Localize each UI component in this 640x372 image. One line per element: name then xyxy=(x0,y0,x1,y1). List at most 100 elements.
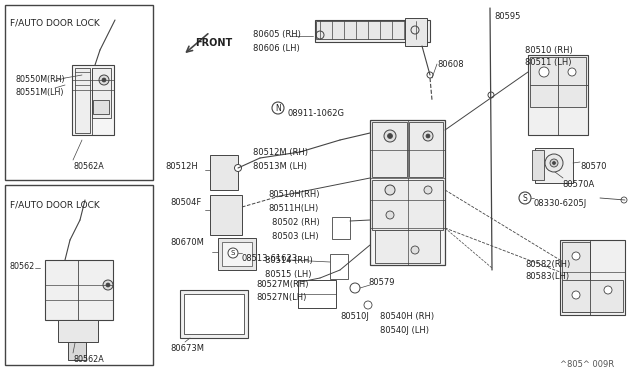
Circle shape xyxy=(424,186,432,194)
Bar xyxy=(45,260,113,320)
Circle shape xyxy=(427,72,433,78)
Bar xyxy=(375,230,440,263)
Bar xyxy=(180,290,248,338)
Text: 80551M(LH): 80551M(LH) xyxy=(15,88,63,97)
Circle shape xyxy=(572,291,580,299)
Circle shape xyxy=(364,301,372,309)
Bar xyxy=(5,5,153,180)
Text: 08513-61623: 08513-61623 xyxy=(242,254,298,263)
Circle shape xyxy=(384,130,396,142)
Text: 80562A: 80562A xyxy=(73,162,104,171)
Bar xyxy=(562,242,590,312)
Circle shape xyxy=(385,185,395,195)
Bar xyxy=(184,294,244,334)
Text: 80510J: 80510J xyxy=(340,312,369,321)
Circle shape xyxy=(411,246,419,254)
Text: S: S xyxy=(231,250,235,256)
Text: 80540H (RH): 80540H (RH) xyxy=(380,312,434,321)
Text: 80570A: 80570A xyxy=(562,180,595,189)
Text: 80673M: 80673M xyxy=(170,344,204,353)
Text: 80510 (RH): 80510 (RH) xyxy=(525,46,573,55)
Text: 80583(LH): 80583(LH) xyxy=(525,272,569,281)
Text: 80513M (LH): 80513M (LH) xyxy=(253,162,307,171)
Text: 80514 (RH): 80514 (RH) xyxy=(265,256,313,265)
Circle shape xyxy=(539,67,549,77)
Circle shape xyxy=(552,161,556,164)
Circle shape xyxy=(423,131,433,141)
Circle shape xyxy=(621,197,627,203)
Circle shape xyxy=(550,159,558,167)
Text: 80550M(RH): 80550M(RH) xyxy=(15,75,65,84)
Text: N: N xyxy=(275,103,281,112)
Bar xyxy=(92,68,111,118)
Bar xyxy=(370,120,445,265)
Text: 80670M: 80670M xyxy=(170,238,204,247)
Circle shape xyxy=(102,78,106,82)
Text: 80562: 80562 xyxy=(10,262,35,271)
Circle shape xyxy=(234,164,241,171)
Circle shape xyxy=(106,283,110,287)
Circle shape xyxy=(545,154,563,172)
Bar xyxy=(218,238,256,270)
Text: 08911-1062G: 08911-1062G xyxy=(287,109,344,118)
Circle shape xyxy=(519,192,531,204)
Bar xyxy=(93,100,109,114)
Bar xyxy=(75,68,90,133)
Bar xyxy=(68,342,86,360)
Circle shape xyxy=(426,134,430,138)
Text: F/AUTO DOOR LOCK: F/AUTO DOOR LOCK xyxy=(10,200,100,209)
Text: ^805^ 009R: ^805^ 009R xyxy=(560,360,614,369)
Circle shape xyxy=(387,134,392,138)
Text: 80582(RH): 80582(RH) xyxy=(525,260,570,269)
Bar xyxy=(58,320,98,342)
Circle shape xyxy=(103,280,113,290)
Bar xyxy=(330,254,348,279)
Text: 80570: 80570 xyxy=(580,162,607,171)
Text: 80512H: 80512H xyxy=(165,162,198,171)
Text: 80511 (LH): 80511 (LH) xyxy=(525,58,572,67)
Text: 80562A: 80562A xyxy=(73,355,104,364)
Bar xyxy=(298,280,336,308)
Bar xyxy=(409,122,443,177)
Bar xyxy=(72,65,114,135)
Bar xyxy=(528,55,588,135)
Bar xyxy=(210,155,238,190)
Bar xyxy=(372,122,407,177)
Text: 80608: 80608 xyxy=(437,60,463,69)
Text: S: S xyxy=(523,193,527,202)
Circle shape xyxy=(386,211,394,219)
Text: 80540J (LH): 80540J (LH) xyxy=(380,326,429,335)
Circle shape xyxy=(604,286,612,294)
Bar xyxy=(5,185,153,365)
Text: 80515 (LH): 80515 (LH) xyxy=(265,270,312,279)
Text: 80502 (RH): 80502 (RH) xyxy=(272,218,320,227)
Bar xyxy=(332,217,350,239)
Bar xyxy=(315,20,430,42)
Text: 80605 (RH): 80605 (RH) xyxy=(253,30,301,39)
Bar xyxy=(210,195,242,235)
Text: 80511H(LH): 80511H(LH) xyxy=(268,204,318,213)
Bar xyxy=(372,180,443,230)
Circle shape xyxy=(488,92,494,98)
Circle shape xyxy=(272,102,284,114)
Text: 80606 (LH): 80606 (LH) xyxy=(253,44,300,53)
Bar xyxy=(405,18,427,46)
Circle shape xyxy=(99,75,109,85)
Bar xyxy=(530,57,586,107)
Text: 80595: 80595 xyxy=(494,12,520,21)
Text: 80503 (LH): 80503 (LH) xyxy=(272,232,319,241)
Bar xyxy=(562,280,623,312)
Bar xyxy=(560,240,625,315)
Text: FRONT: FRONT xyxy=(195,38,232,48)
Bar xyxy=(316,21,406,39)
Text: 80512M (RH): 80512M (RH) xyxy=(253,148,308,157)
Circle shape xyxy=(568,68,576,76)
Text: 80504F: 80504F xyxy=(170,198,201,207)
Text: 80527N(LH): 80527N(LH) xyxy=(256,293,307,302)
Circle shape xyxy=(228,248,238,258)
Bar xyxy=(535,148,573,183)
Text: 80510H(RH): 80510H(RH) xyxy=(268,190,319,199)
Bar xyxy=(222,242,252,266)
Circle shape xyxy=(350,283,360,293)
Text: 08330-6205J: 08330-6205J xyxy=(534,199,588,208)
